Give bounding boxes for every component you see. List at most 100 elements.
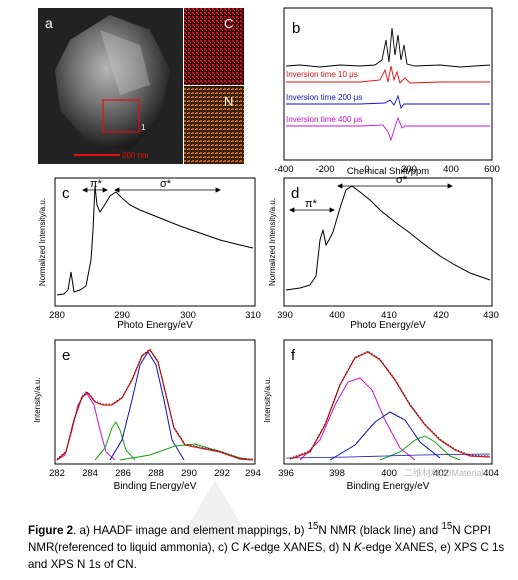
box-label: 1 [141,123,146,132]
trace-label-400us: Inversion time 400 μs [286,115,362,124]
c-element-map [184,8,244,85]
panel-c-label: c [62,185,70,202]
panel-f-ticks: 396 398 400 402 404 [278,468,499,479]
haadf-flake [55,15,170,150]
tick-d-0: 390 [277,310,293,321]
panel-e-label: e [62,347,70,364]
tick-e-1: 284 [82,468,98,479]
panel-b-ticks: -400 -200 0 200 400 600 [274,164,499,175]
tick-d-3: 420 [433,310,449,321]
xanes-n-curve [285,185,491,291]
xps-n-envelope [289,351,491,460]
tick-e-0: 282 [49,468,65,479]
panel-e-ticks: 282 284 286 288 290 292 294 [49,468,261,479]
tick-b-2: 0 [364,164,369,175]
panel-c-ticks: 280 290 300 310 [49,310,261,321]
caption-part-1: . a) HAADF image and element mappings, b… [73,523,308,537]
xps-n-peak-401 [379,435,461,461]
sigma-star-label-c: σ* [160,178,172,190]
caption-part-2: N NMR (black line) and [318,523,442,537]
scale-bar-label: 200 nm [122,151,149,160]
c-map-label: C [224,16,233,31]
xps-c-peak-284 [56,391,116,461]
watermark: 二维材料2DMaterial [404,468,484,478]
n-map-label: N [224,94,233,109]
n-element-map [184,86,244,164]
xps-c-peak-290 [119,443,254,461]
tick-e-2: 286 [115,468,131,479]
caption-k-2: K [354,540,362,554]
tick-e-4: 290 [181,468,197,479]
trace-label-10us: Inversion time 10 μs [286,70,358,79]
tick-e-6: 294 [245,468,261,479]
panel-d-xlabel: Photo Energy/eV [350,320,426,331]
pi-star-label-d: π* [305,198,318,210]
panel-c-frame [54,177,256,307]
xps-c-data-points [56,348,254,460]
figure-caption: Figure 2. a) HAADF image and element map… [28,518,506,573]
haadf-fold [100,30,150,95]
panel-b-xlabel: Chemical Shift/ppm [347,166,429,177]
tick-d-2: 410 [381,310,397,321]
tick-b-5: 600 [484,164,500,175]
panel-c-arrows [82,187,221,193]
tick-f-2: 400 [381,468,397,479]
trace-label-200us: Inversion time 200 μs [286,93,362,102]
panel-a-label: a [45,15,53,31]
tick-e-3: 288 [148,468,164,479]
nmr-trace-blue [286,94,490,110]
panel-d-ticks: 390 400 410 420 430 [277,310,499,321]
tick-c-0: 280 [49,310,65,321]
xps-n-peak-400 [329,411,441,461]
xps-c-peak-288 [109,351,185,461]
panel-f-frame [283,339,493,465]
panel-f-label: f [291,347,296,364]
tick-f-1: 398 [329,468,345,479]
background-arrow-shape [180,480,250,540]
xanes-c-curve [56,185,254,296]
panel-b-frame [283,7,493,161]
tick-d-1: 400 [329,310,345,321]
panel-e-ylabel: Intensity/a.u. [33,377,42,422]
pi-star-label-c: π* [90,178,103,190]
tick-b-3: 200 [401,164,417,175]
panel-d-label: d [291,185,299,202]
tick-f-4: 404 [483,468,499,479]
xps-c-envelope [56,349,254,461]
tick-b-0: -400 [274,164,293,175]
panel-f-xlabel: Binding Energy/eV [347,481,430,492]
xps-n-data-points [289,350,491,459]
panel-b-label: b [292,20,300,37]
panel-c: c Normalized Intensity/a.u. π* σ* 280 29… [38,177,261,331]
tick-b-4: 400 [443,164,459,175]
nmr-trace-magenta [286,116,490,142]
panel-c-ylabel: Normalized Intensity/a.u. [38,198,47,286]
xps-n-peak-398 [299,377,416,461]
panel-e-xlabel: Binding Energy/eV [114,481,197,492]
tick-d-4: 430 [483,310,499,321]
panel-f-ylabel: Intensity/a.u. [263,377,272,422]
panel-d: d Normalized Intensity/a.u. π* σ* 390 40… [268,174,499,331]
tick-f-3: 402 [433,468,449,479]
caption-sup-1: 15 [307,521,319,532]
caption-sup-2: 15 [441,521,453,532]
tick-c-3: 310 [245,310,261,321]
nmr-trace-black [285,27,491,68]
panel-e-frame [54,339,256,465]
panel-c-xlabel: Photo Energy/eV [117,320,193,331]
tick-c-1: 290 [114,310,130,321]
nmr-trace-red [286,65,490,84]
selection-box [102,99,140,133]
panel-a: 1 200 nm a C N [38,8,244,164]
tick-e-5: 292 [214,468,230,479]
caption-figure-label: Figure 2 [28,523,74,537]
tick-b-1: -200 [315,164,334,175]
panel-f: f Intensity/a.u. 396 398 400 402 404 Bin… [263,339,499,492]
caption-part-3: N CPPI NMR(referenced to liquid ammonia)… [28,523,491,554]
xps-c-peak-286 [94,421,136,461]
panel-d-ylabel: Normalized Intensity/a.u. [268,198,277,286]
caption-part-4: -edge XANES, d) N [250,540,355,554]
tick-c-2: 300 [180,310,196,321]
xps-n-baseline [285,453,491,459]
